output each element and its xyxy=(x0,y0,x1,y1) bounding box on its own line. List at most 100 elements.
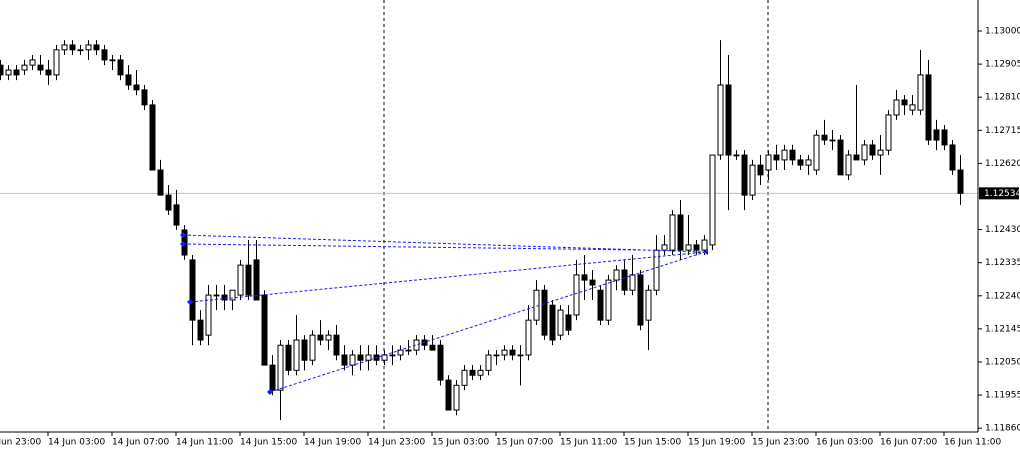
y-tick-label: 1.12145 xyxy=(985,324,1020,334)
candle-body xyxy=(237,264,244,296)
candle-body xyxy=(709,154,716,246)
candle-body xyxy=(469,369,476,376)
candle-body xyxy=(589,279,596,286)
candle-body xyxy=(85,44,92,51)
candle-body xyxy=(549,304,556,341)
candle-body xyxy=(29,59,36,66)
candle-body xyxy=(541,289,548,336)
candle-body xyxy=(573,274,580,316)
candle-body xyxy=(581,274,588,281)
x-tick-label: 15 Jun 15:00 xyxy=(624,438,681,448)
candle-body xyxy=(125,74,132,86)
candle-body xyxy=(269,364,276,391)
candle-body xyxy=(773,154,780,161)
x-tick-label: 14 Jun 07:00 xyxy=(112,438,169,448)
candle-body xyxy=(637,274,644,326)
x-tick-label: 15 Jun 07:00 xyxy=(496,438,553,448)
candle-body xyxy=(893,99,900,116)
candle-body xyxy=(909,104,916,111)
candle-body xyxy=(557,309,564,336)
candle-body xyxy=(901,99,908,106)
candle-body xyxy=(605,279,612,321)
candle-body xyxy=(693,244,700,251)
candle-body xyxy=(661,244,668,251)
trend-markers xyxy=(180,232,708,395)
trend-line xyxy=(269,251,706,393)
candle-body xyxy=(749,164,756,196)
candle-body xyxy=(349,354,356,366)
candle-body xyxy=(877,149,884,156)
candle-body xyxy=(453,384,460,411)
candle-body xyxy=(525,319,532,356)
candle-body xyxy=(717,84,724,156)
candle-body xyxy=(821,134,828,141)
candle-body xyxy=(5,69,12,76)
candle-body xyxy=(53,49,60,76)
x-tick-label: 16 Jun 03:00 xyxy=(816,438,873,448)
marker xyxy=(180,232,186,238)
candle-body xyxy=(141,89,148,106)
y-tick-label: 1.12335 xyxy=(985,258,1020,268)
x-tick-label: 15 Jun 11:00 xyxy=(560,438,617,448)
candle-body xyxy=(325,334,332,341)
candle-body xyxy=(477,369,484,376)
candle-body xyxy=(109,59,116,62)
candle-body xyxy=(389,354,396,357)
candle-body xyxy=(205,294,212,336)
candle-body xyxy=(69,44,76,51)
x-tick-label: 14 Jun 03:00 xyxy=(48,438,105,448)
marker xyxy=(267,389,273,395)
trend-line xyxy=(182,243,641,251)
candle-body xyxy=(797,159,804,166)
current-price-box xyxy=(979,187,1019,200)
candle-body xyxy=(741,154,748,196)
y-tick-label: 1.12715 xyxy=(985,126,1020,136)
x-tick-label: 14 Jun 11:00 xyxy=(176,438,233,448)
candle-body xyxy=(597,289,604,321)
x-tick-label: 14 Jun 19:00 xyxy=(304,438,361,448)
candle-body xyxy=(837,139,844,176)
plot-area xyxy=(0,40,978,421)
y-tick-label: 1.11860 xyxy=(985,424,1020,434)
candle-body xyxy=(781,149,788,161)
candle-body xyxy=(725,84,732,156)
candle-body xyxy=(365,354,372,361)
candle-body xyxy=(197,319,204,341)
candle-body xyxy=(805,159,812,166)
candle-body xyxy=(461,369,468,386)
candle-body xyxy=(149,104,156,171)
candle-body xyxy=(957,169,964,194)
y-tick-label: 1.12240 xyxy=(985,291,1020,301)
trend-lines xyxy=(182,234,706,393)
candle-body xyxy=(253,259,260,301)
y-tick-label: 1.11955 xyxy=(985,391,1020,401)
candle-body xyxy=(685,244,692,251)
candle-body xyxy=(733,154,740,157)
y-tick-label: 1.13000 xyxy=(985,27,1020,37)
candle-body xyxy=(117,59,124,76)
candle-body xyxy=(301,339,308,361)
x-tick-label: 15 Jun 23:00 xyxy=(752,438,809,448)
candle-body xyxy=(45,69,52,76)
y-tick-label: 1.12430 xyxy=(985,225,1020,235)
y-tick-label: 1.12050 xyxy=(985,357,1020,367)
candle-body xyxy=(509,349,516,356)
axes: 1.13000 1.12905 1.12810 1.12715 1.12620 1.124… xyxy=(0,27,1020,448)
x-tick-label: 15 Jun 03:00 xyxy=(432,438,489,448)
candle-body xyxy=(933,129,940,141)
candle-body xyxy=(165,194,172,211)
candle-body xyxy=(829,139,836,142)
candle-body xyxy=(309,334,316,361)
candle-body xyxy=(173,204,180,226)
candle-body xyxy=(493,354,500,357)
candle-body xyxy=(77,49,84,52)
candle-body xyxy=(157,169,164,196)
trend-line xyxy=(182,234,706,253)
candle-body xyxy=(813,134,820,171)
candle-body xyxy=(669,214,676,251)
candle-body xyxy=(645,289,652,321)
candle-body xyxy=(949,144,956,171)
marker xyxy=(180,241,186,247)
candle-body xyxy=(925,74,932,141)
